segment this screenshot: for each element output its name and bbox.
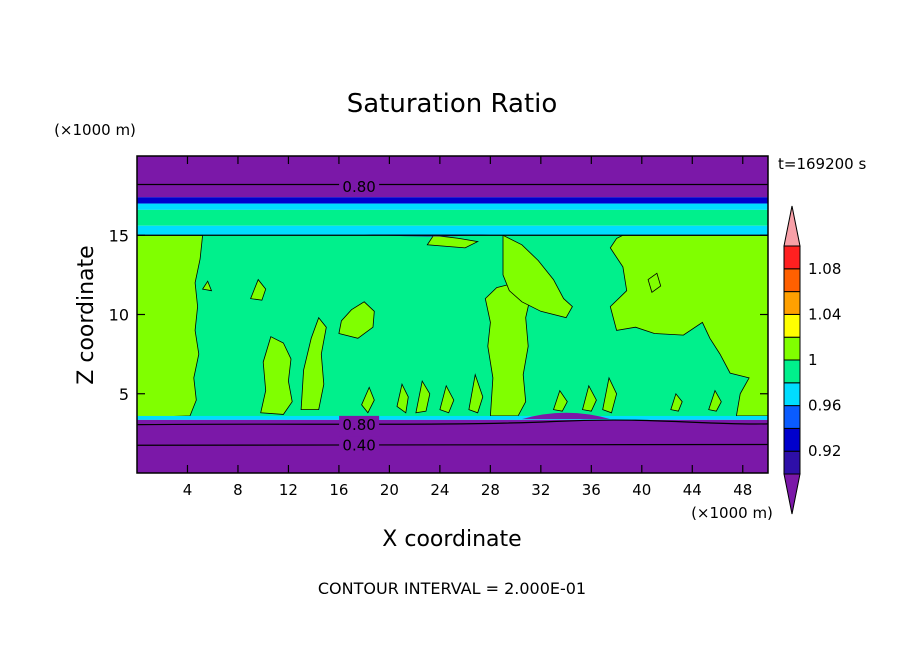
contour-label-bg (339, 415, 380, 432)
saturated-cloud-cell (415, 380, 431, 414)
colorbar-label: 1.04 (808, 305, 841, 323)
tropopause-band (137, 225, 768, 236)
saturated-cloud-cell (552, 389, 568, 412)
x-tick-label: 44 (683, 481, 702, 499)
contour-line-lower-080 (137, 419, 768, 426)
y-tick-label: 10 (109, 306, 129, 325)
saturated-cloud-cell (708, 389, 722, 412)
colorbar-upper-extension (783, 205, 801, 247)
colorbar-box (783, 382, 801, 407)
contour-labels: 0.80 0.80 0.40 (339, 178, 380, 454)
colorbar-box (783, 336, 801, 361)
saturated-cloud-cell (201, 280, 213, 292)
x-tick-label: 20 (380, 481, 399, 499)
colorbar-box (783, 245, 801, 270)
time-label: t=169200 s (778, 155, 866, 173)
saturated-cloud-cell (582, 384, 597, 412)
contour-label: 0.40 (342, 436, 375, 454)
y-axis-ticks: 5 10 15 (109, 226, 768, 404)
colorbar-box (783, 291, 801, 315)
y-tick-label: 5 (119, 385, 129, 404)
colorbar-label: 0.92 (808, 442, 841, 460)
saturated-cloud-cell (502, 234, 573, 319)
saturated-cloud-cell (300, 316, 327, 411)
lower-dry-layer (137, 419, 768, 473)
x-axis-ticks: 4 8 12 16 20 24 28 32 36 40 44 48 (183, 156, 752, 499)
x-tick-label: 40 (632, 481, 651, 499)
x-tick-label: 16 (329, 481, 348, 499)
colorbar-box (783, 359, 801, 384)
x-tick-label: 36 (582, 481, 601, 499)
colorbar-box (783, 450, 801, 475)
tropopause-streak (414, 215, 768, 221)
saturated-cloud-cell (250, 278, 267, 301)
tropopause-band (137, 209, 768, 226)
colorbar-lower-extension (783, 473, 801, 515)
saturated-cloud-cell (468, 373, 484, 414)
tropopause-band (137, 203, 768, 210)
colorbar-box (783, 268, 801, 293)
colorbar-label: 1.08 (808, 260, 841, 278)
colorbar: 0.92 0.96 1 1.04 1.08 (783, 205, 841, 515)
surface-bump (521, 412, 611, 420)
near-surface-strip (137, 415, 768, 420)
x-tick-label: 4 (183, 481, 193, 499)
y-tick-label: 15 (109, 226, 129, 245)
contour-interval-footer: CONTOUR INTERVAL = 2.000E-01 (318, 579, 586, 598)
x-tick-label: 28 (481, 481, 500, 499)
z-unit-label: (×1000 m) (54, 121, 136, 139)
saturated-cloud-cell (396, 383, 409, 414)
saturated-cloud-cell (647, 272, 662, 293)
chart-title: Saturation Ratio (347, 89, 558, 119)
colorbar-box (783, 313, 801, 338)
y-axis-label: Z coordinate (74, 245, 99, 384)
contour-label: 0.80 (342, 416, 375, 434)
colorbar-box (783, 427, 801, 452)
x-tick-label: 12 (279, 481, 298, 499)
saturated-cloud-cell (439, 384, 455, 414)
saturated-cloud-cell (426, 234, 479, 249)
contour-label: 0.80 (342, 178, 375, 196)
contour-label-bg (339, 436, 380, 453)
contour-field (137, 156, 768, 473)
tropopause-band (137, 197, 768, 204)
colorbar-label: 0.96 (808, 397, 841, 415)
saturated-cloud-cell (602, 376, 618, 414)
x-axis-label: X coordinate (382, 527, 521, 552)
saturated-cloud-cell (260, 336, 293, 415)
saturated-cloud-cell (338, 301, 375, 339)
saturated-cloud-cell (137, 234, 204, 418)
x-unit-label: (×1000 m) (691, 504, 773, 522)
x-tick-label: 24 (430, 481, 449, 499)
contour-label-bg (339, 178, 380, 195)
colorbar-box (783, 405, 801, 429)
x-tick-label: 32 (531, 481, 550, 499)
upper-dry-layer (137, 156, 768, 198)
x-tick-label: 48 (733, 481, 752, 499)
saturated-cloud-cell (670, 392, 683, 412)
contour-line-lower-040 (137, 443, 768, 446)
colorbar-label: 1 (808, 351, 818, 369)
x-tick-label: 8 (233, 481, 243, 499)
saturated-cloud-cell (361, 386, 375, 414)
